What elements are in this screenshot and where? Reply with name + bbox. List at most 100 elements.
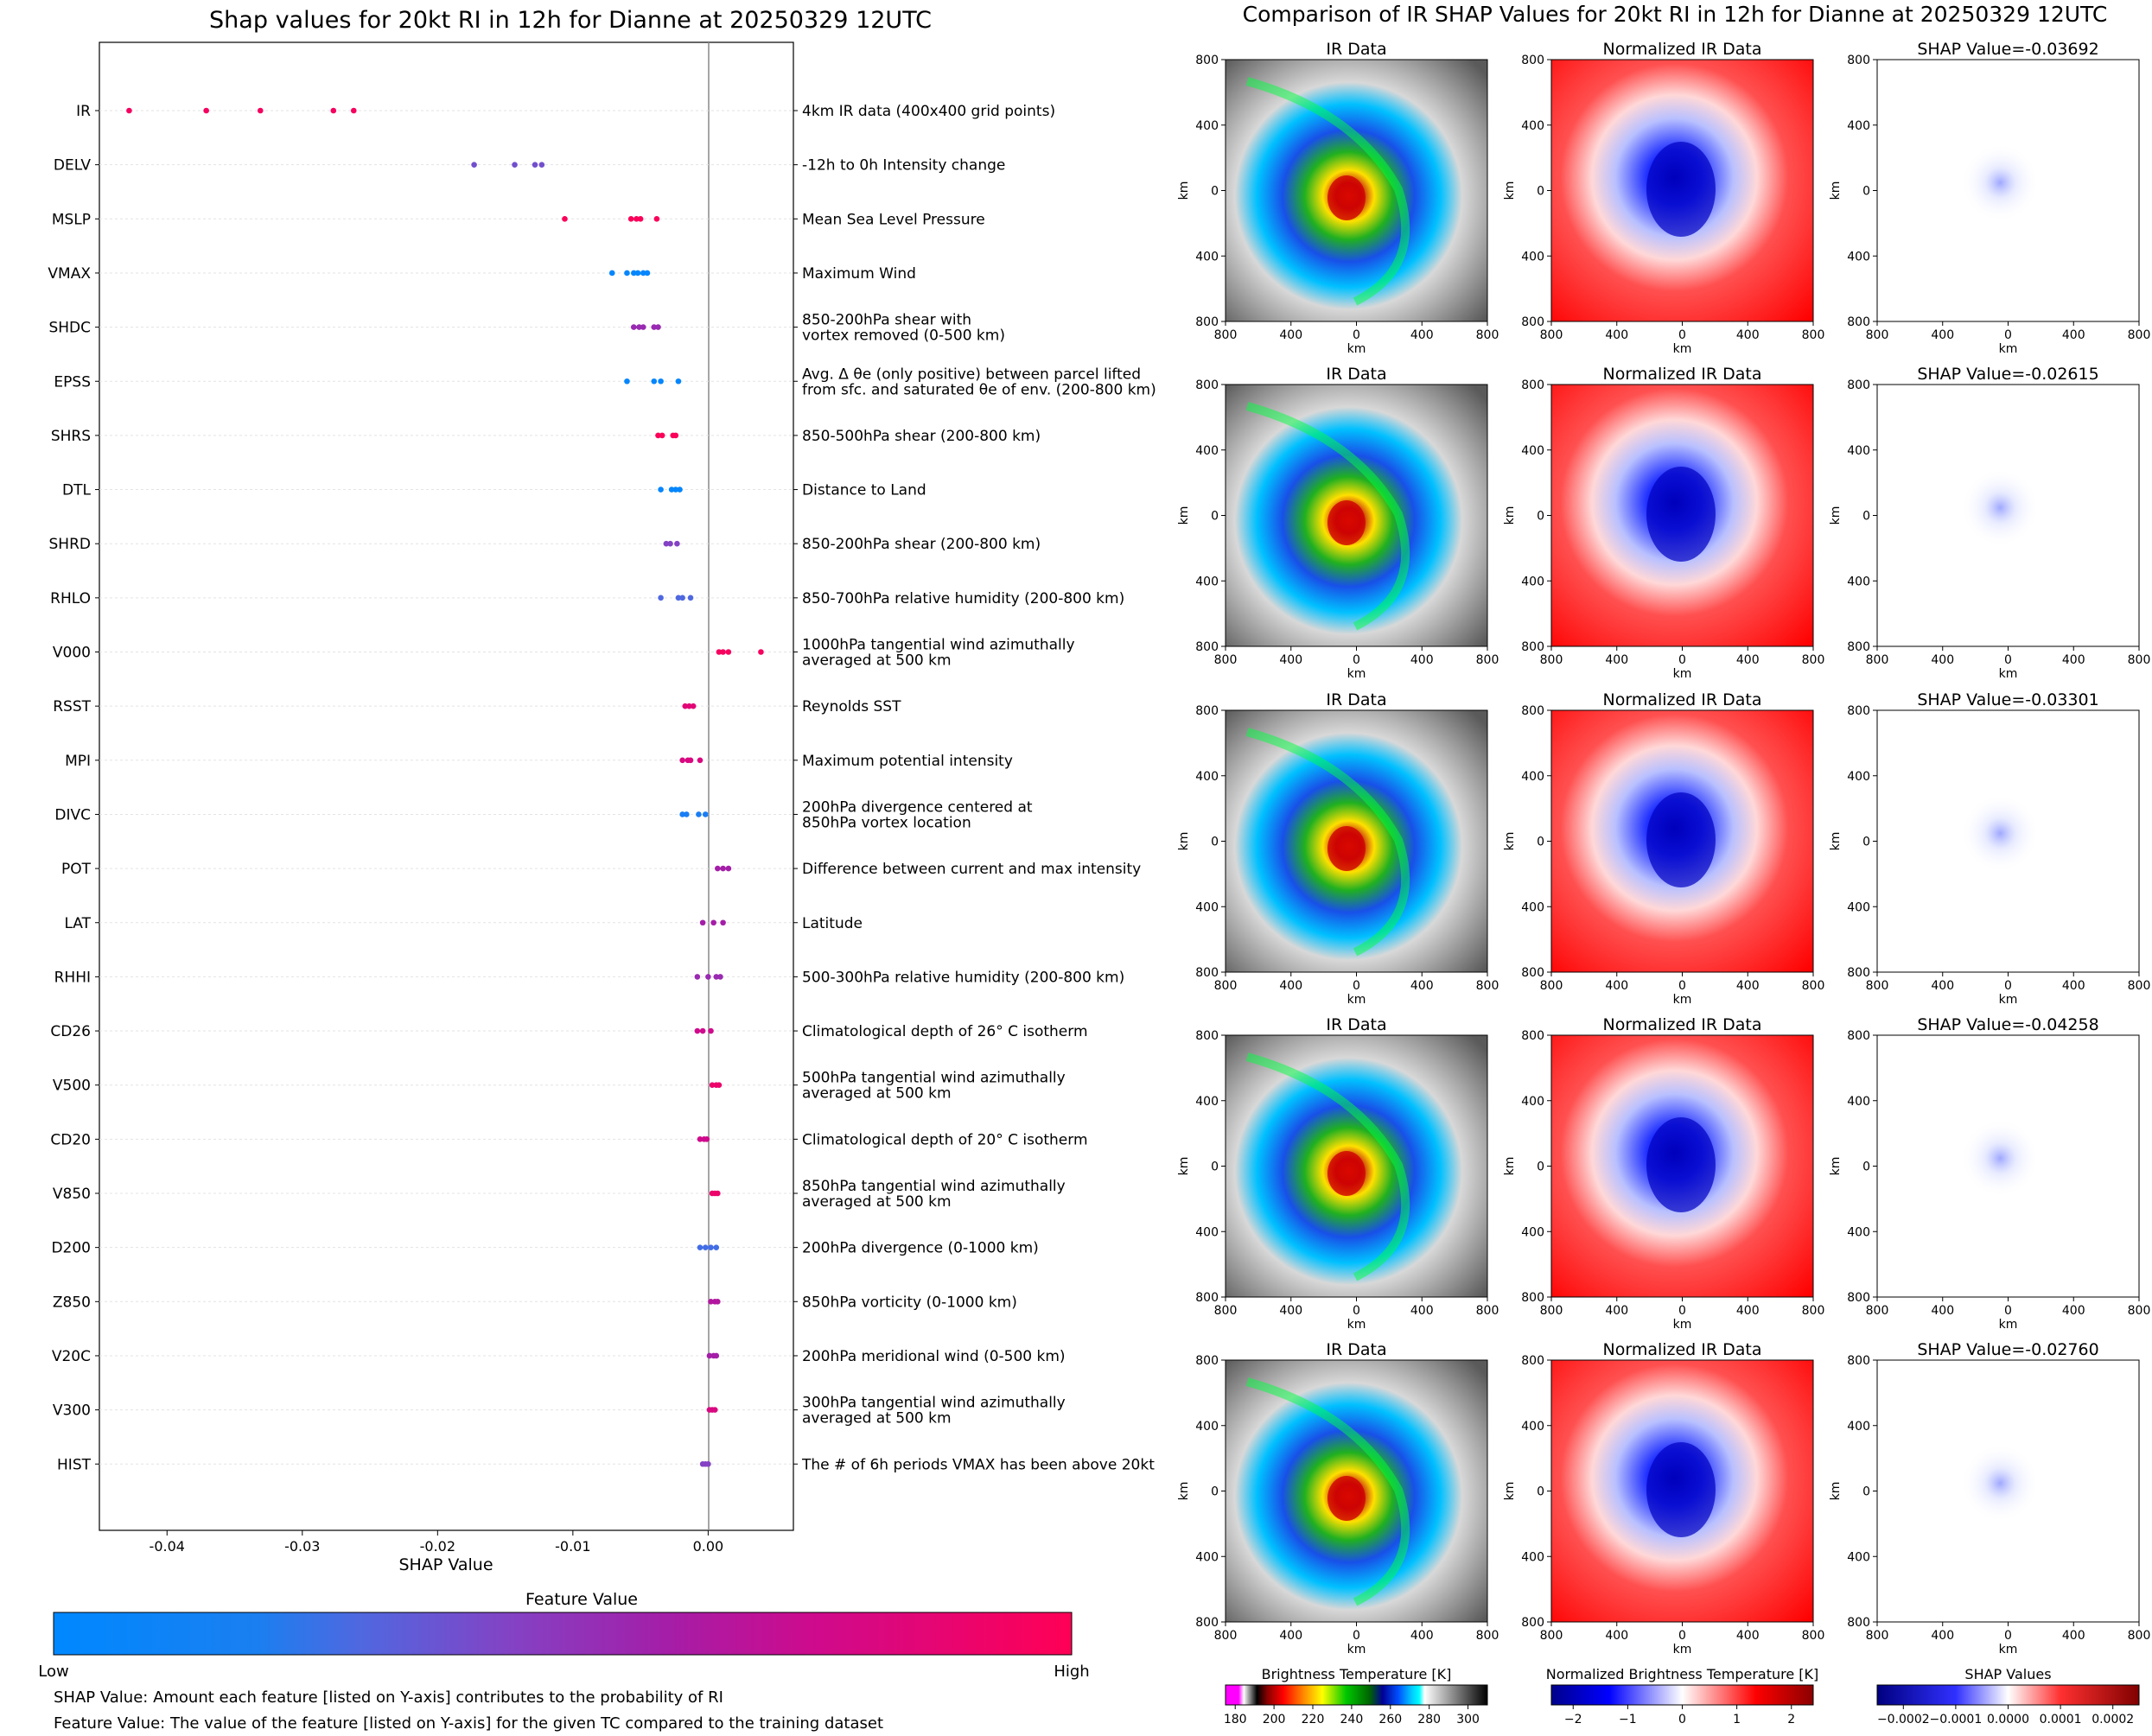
x-tick-label: 800 bbox=[2128, 1629, 2151, 1643]
feature-description: averaged at 500 km bbox=[802, 652, 952, 670]
shap-point bbox=[709, 1082, 716, 1088]
shap-point bbox=[627, 216, 634, 222]
shap-point bbox=[699, 1027, 706, 1034]
shap-overlay bbox=[1877, 1360, 2139, 1622]
y-tick-label: 800 bbox=[1195, 704, 1219, 718]
y-tick-label: 400 bbox=[1847, 770, 1870, 784]
feature-name: Z850 bbox=[53, 1294, 91, 1311]
x-tick-label: 0 bbox=[1353, 653, 1360, 667]
x-tick-label: 0 bbox=[1353, 328, 1360, 342]
colorbar-tick-label: 300 bbox=[1456, 1713, 1480, 1726]
y-tick-label: 400 bbox=[1521, 119, 1544, 133]
shap-point bbox=[702, 1244, 709, 1250]
y-tick-label: 400 bbox=[1195, 575, 1219, 588]
colorbar-tick-label: 0.0000 bbox=[1987, 1713, 2029, 1726]
shap-point bbox=[682, 703, 689, 709]
x-tick-label: 0 bbox=[1678, 1304, 1686, 1318]
y-tick-label: 400 bbox=[1195, 119, 1219, 133]
y-tick-label: 400 bbox=[1195, 1550, 1219, 1564]
feature-name: HIST bbox=[57, 1456, 92, 1473]
storm-core bbox=[1327, 826, 1366, 871]
shap-point bbox=[715, 865, 721, 872]
feature-name: V000 bbox=[53, 645, 91, 662]
feature-description: Climatological depth of 26° C isotherm bbox=[802, 1023, 1088, 1040]
y-tick-label: 800 bbox=[1847, 54, 1870, 67]
y-axis-label: km bbox=[1177, 1157, 1191, 1176]
panel-title: IR Data bbox=[1326, 365, 1386, 384]
ir-panel: SHAP Value=-0.03301800800400400004004008… bbox=[1829, 690, 2150, 1007]
y-tick-label: 400 bbox=[1521, 1420, 1544, 1434]
shap-point bbox=[532, 162, 538, 168]
x-tick-label: 800 bbox=[1214, 979, 1238, 993]
y-tick-label: 800 bbox=[1521, 1029, 1544, 1043]
y-tick-label: 800 bbox=[1195, 54, 1219, 67]
x-tick-label: 800 bbox=[1540, 1629, 1563, 1643]
x-axis-label: SHAP Value bbox=[398, 1555, 493, 1574]
shap-point bbox=[651, 324, 658, 330]
x-tick-label: 0 bbox=[2004, 1629, 2012, 1643]
feature-description: Distance to Land bbox=[802, 482, 926, 499]
y-tick-label: 400 bbox=[1521, 575, 1544, 588]
y-tick-label: 800 bbox=[1195, 315, 1219, 329]
feature-description: 850-200hPa shear (200-800 km) bbox=[802, 536, 1041, 553]
shap-point bbox=[672, 486, 679, 493]
y-tick-label: 800 bbox=[1195, 966, 1219, 980]
colorbar-tick-label: 0 bbox=[1678, 1713, 1686, 1726]
cloud-band bbox=[1245, 77, 1410, 306]
panel-title: Normalized IR Data bbox=[1603, 690, 1762, 709]
x-tick-label: 400 bbox=[1410, 979, 1434, 993]
shap-point bbox=[640, 324, 646, 330]
shap-point bbox=[708, 1027, 714, 1034]
storm-core bbox=[1327, 1151, 1366, 1196]
y-tick-label: 800 bbox=[1521, 1616, 1544, 1630]
shap-point bbox=[679, 757, 685, 764]
ir-panel: Normalized IR Data8008004004000040040080… bbox=[1503, 40, 1824, 356]
x-axis-label: km bbox=[1347, 1643, 1366, 1657]
y-tick-label: 400 bbox=[1521, 900, 1544, 914]
y-tick-label: 800 bbox=[1195, 1354, 1219, 1368]
panel-title: IR Data bbox=[1326, 1340, 1386, 1359]
shap-point bbox=[634, 216, 640, 222]
feature-description: -12h to 0h Intensity change bbox=[802, 157, 1005, 175]
shap-point bbox=[630, 270, 637, 277]
feature-name: SHRD bbox=[49, 536, 91, 553]
panel-title: IR Data bbox=[1326, 1015, 1386, 1034]
x-tick-label: 400 bbox=[2062, 1629, 2085, 1643]
feature-name: DIVC bbox=[54, 806, 91, 823]
x-tick-label: 400 bbox=[1931, 328, 1954, 342]
footnote-feature-value: Feature Value: The value of the feature … bbox=[54, 1714, 883, 1733]
shap-point bbox=[663, 540, 670, 547]
feature-name: MSLP bbox=[52, 211, 91, 228]
y-tick-label: 0 bbox=[1537, 510, 1544, 524]
x-tick-label: 400 bbox=[1410, 328, 1434, 342]
colorbar-tick-label: −0.0001 bbox=[1930, 1713, 1983, 1726]
colorbar-label: SHAP Values bbox=[1964, 1666, 2051, 1682]
shap-point bbox=[672, 432, 679, 439]
storm-core bbox=[1327, 175, 1366, 220]
shap-point bbox=[634, 270, 641, 277]
shap-point bbox=[705, 974, 711, 980]
shap-point bbox=[716, 649, 723, 655]
y-axis-label: km bbox=[1829, 832, 1843, 851]
x-axis-label: km bbox=[1347, 667, 1366, 681]
y-tick-label: 400 bbox=[1195, 250, 1219, 264]
x-tick-label: 400 bbox=[1605, 1304, 1628, 1318]
y-tick-label: 800 bbox=[1521, 704, 1544, 718]
shap-point bbox=[644, 270, 651, 277]
x-tick-label: -0.03 bbox=[284, 1538, 320, 1555]
y-tick-label: 800 bbox=[1195, 1291, 1219, 1305]
colorbar-tick-label: 180 bbox=[1224, 1713, 1247, 1726]
feature-name: RHLO bbox=[50, 590, 91, 607]
feature-name: CD20 bbox=[50, 1131, 91, 1148]
x-tick-label: 800 bbox=[2128, 979, 2151, 993]
feature-description: 850-200hPa shear with bbox=[802, 312, 971, 329]
x-tick-label: 800 bbox=[1540, 979, 1563, 993]
shap-point bbox=[708, 1299, 714, 1305]
x-tick-label: 400 bbox=[1931, 653, 1954, 667]
y-tick-label: 400 bbox=[1847, 1420, 1870, 1434]
shap-plot-frame bbox=[99, 41, 794, 1531]
feature-description: 850-500hPa shear (200-800 km) bbox=[802, 428, 1041, 445]
y-tick-label: 800 bbox=[1847, 1291, 1870, 1305]
